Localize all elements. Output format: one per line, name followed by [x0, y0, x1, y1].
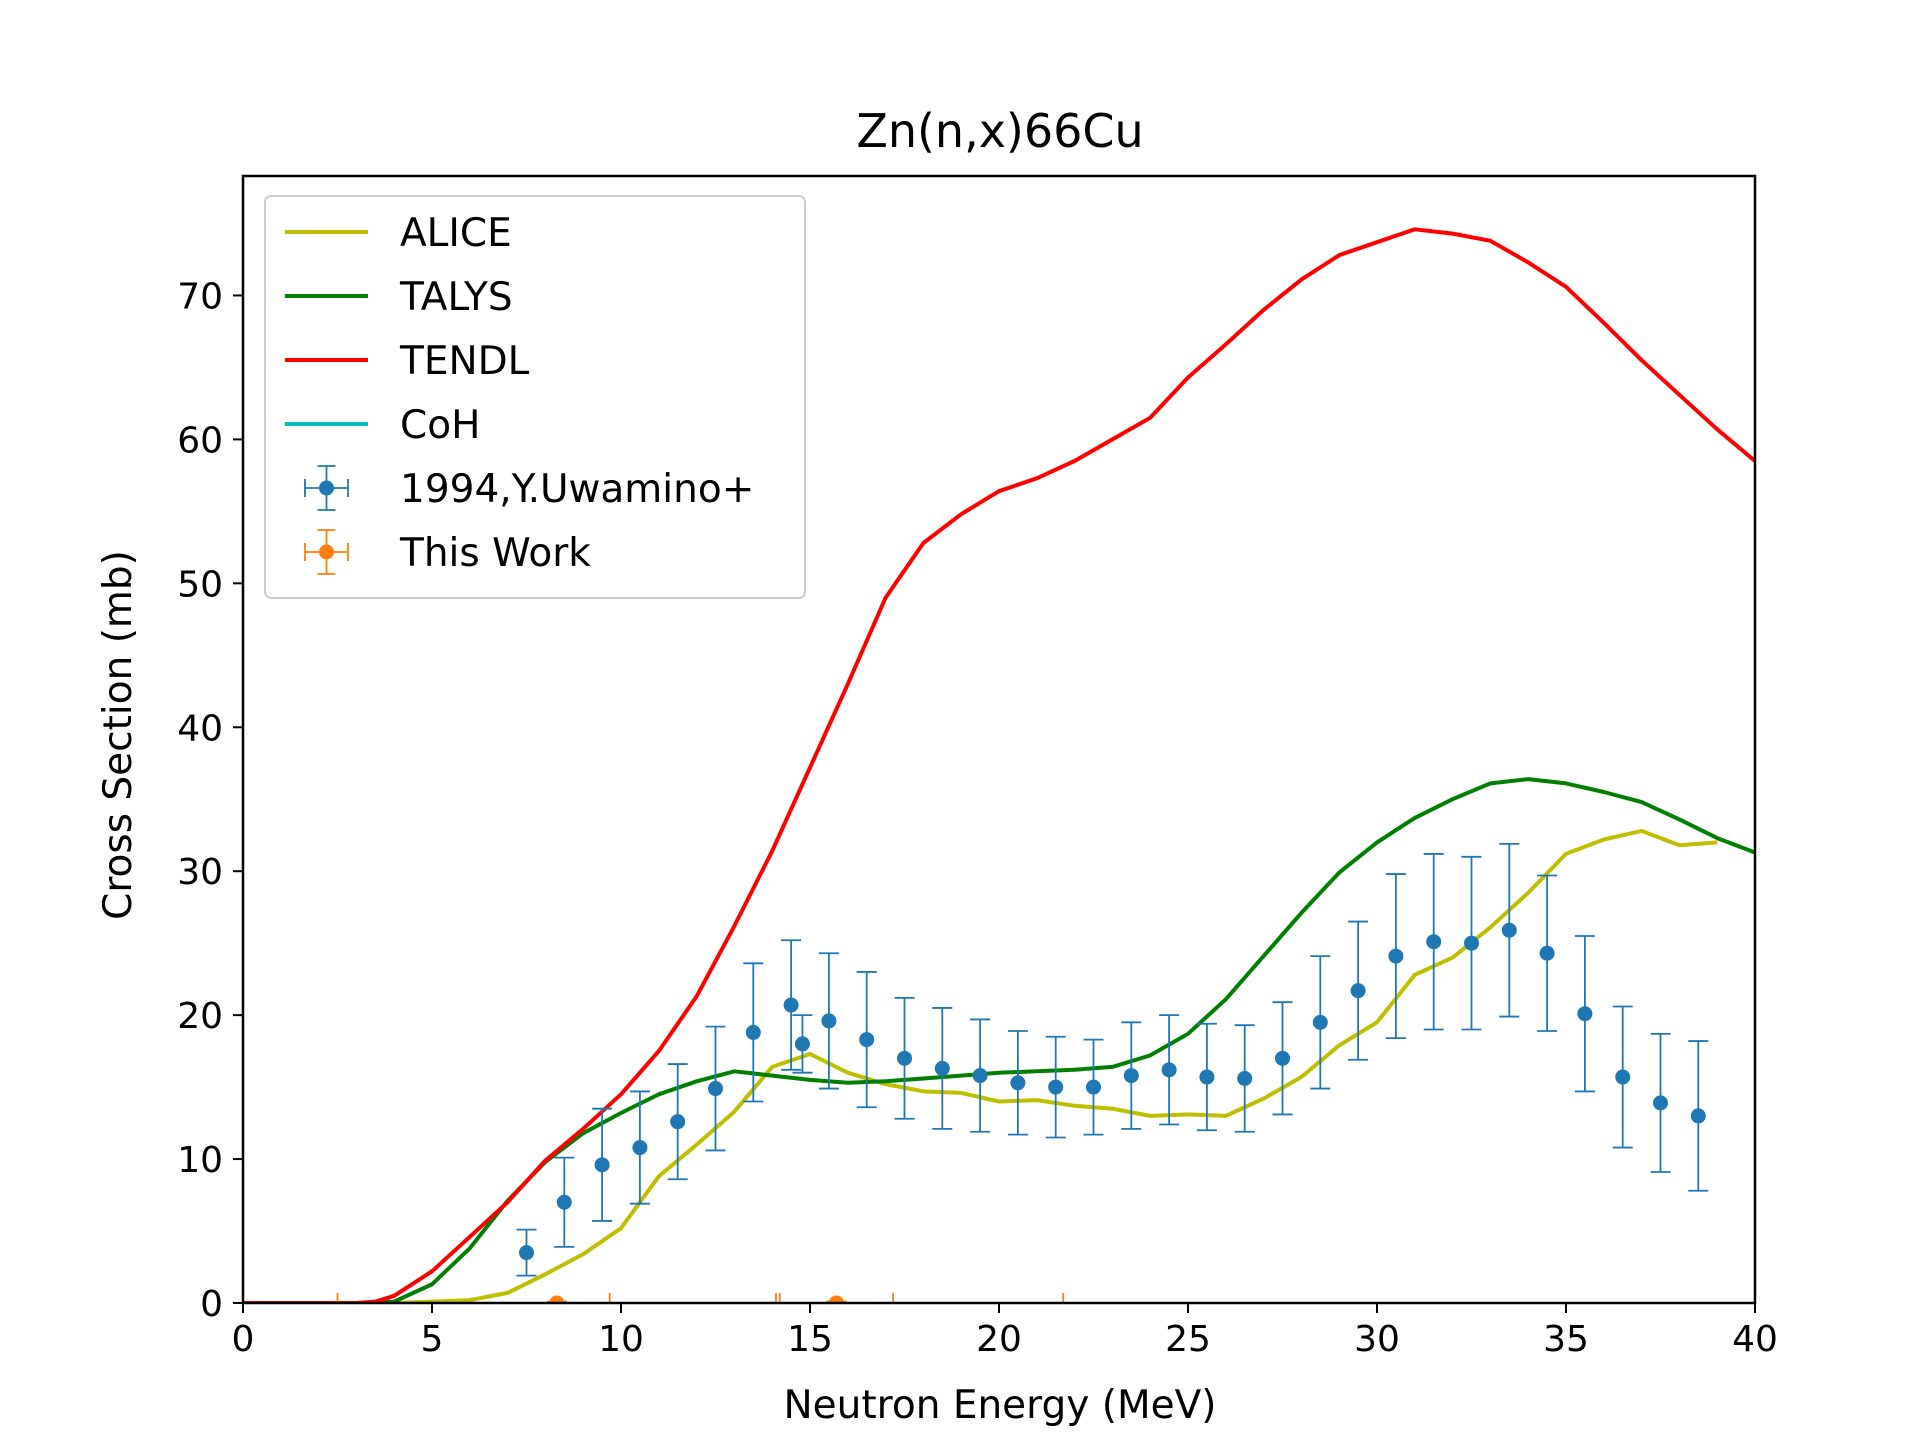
data-point	[794, 1036, 810, 1052]
x-tick-label: 35	[1543, 1319, 1589, 1360]
legend-frame	[264, 195, 806, 599]
legend-label: ALICE	[400, 211, 512, 256]
data-point	[1464, 935, 1479, 951]
legend-entry-1994-y-uwamino: 1994,Y.Uwamino+	[304, 465, 754, 512]
legend-entry-coh: CoH	[285, 403, 480, 448]
data-point	[821, 1013, 837, 1029]
series-line-tendl	[243, 227, 1755, 1303]
x-tick-label: 15	[787, 1319, 833, 1360]
data-point	[828, 1295, 844, 1303]
legend-label: 1994,Y.Uwamino+	[400, 467, 754, 512]
y-tick-label: 30	[177, 852, 223, 893]
data-point	[670, 1114, 686, 1130]
data-point	[1426, 934, 1442, 950]
data-point	[556, 1194, 572, 1210]
legend-entry-talys: TALYS	[285, 275, 513, 320]
data-point	[519, 1245, 534, 1261]
data-point	[1653, 1095, 1668, 1111]
data-point	[1312, 1014, 1328, 1030]
x-tick-label: 25	[1165, 1319, 1211, 1360]
data-point	[1577, 1006, 1593, 1022]
x-tick-label: 0	[232, 1319, 255, 1360]
plot-area	[243, 227, 1755, 1303]
legend-swatch-marker	[319, 480, 334, 496]
data-point	[859, 1032, 875, 1048]
data-point	[897, 1050, 912, 1066]
data-point	[1501, 922, 1517, 938]
data-point	[1086, 1079, 1101, 1095]
legend-label: CoH	[400, 403, 480, 448]
plot-series-group	[243, 227, 1755, 1303]
legend-label: TALYS	[399, 275, 513, 320]
y-tick-label: 10	[177, 1140, 223, 1181]
legend-label: TENDL	[399, 339, 530, 384]
data-point	[594, 1157, 610, 1173]
y-tick-label: 60	[177, 420, 223, 461]
data-point	[972, 1068, 988, 1084]
data-point	[1350, 983, 1366, 999]
data-point	[1539, 945, 1555, 961]
x-tick-label: 10	[598, 1319, 644, 1360]
y-tick-label: 0	[200, 1284, 223, 1325]
data-point	[745, 1024, 761, 1040]
y-tick-label: 50	[177, 564, 223, 605]
data-point	[1010, 1075, 1026, 1091]
data-point	[708, 1081, 723, 1097]
axes: 0 5 10 15 20 25 30 35 40 0 10 20 30 40 50 60 70	[177, 174, 1778, 1360]
data-point	[1275, 1050, 1290, 1066]
chart-title: Zn(n,x)66Cu	[856, 104, 1143, 158]
x-tick-label: 30	[1354, 1319, 1400, 1360]
data-point	[1123, 1068, 1139, 1084]
x-tick-label: 40	[1732, 1319, 1778, 1360]
legend-swatch-marker	[319, 544, 334, 560]
y-tick-label: 70	[177, 276, 223, 317]
legend-entry-alice: ALICE	[285, 211, 512, 256]
data-point	[1615, 1069, 1631, 1085]
legend-entry-this-work: This Work	[304, 529, 591, 576]
legend-entry-tendl: TENDL	[285, 339, 530, 384]
series-this-work	[336, 1293, 1065, 1303]
data-point	[783, 997, 799, 1013]
data-point	[1048, 1079, 1064, 1095]
data-point	[1237, 1070, 1253, 1086]
data-point	[1161, 1062, 1177, 1078]
legend: ALICE TALYS TENDL CoH 1994,Y.Uwamino+ This Wo…	[264, 195, 806, 599]
legend-label: This Work	[399, 531, 591, 576]
data-point	[1388, 948, 1404, 964]
x-tick-label: 20	[976, 1319, 1022, 1360]
data-point	[632, 1140, 648, 1156]
data-point	[934, 1060, 950, 1076]
x-tick-label: 5	[421, 1319, 444, 1360]
x-axis-label: Neutron Energy (MeV)	[783, 1383, 1216, 1428]
data-point	[549, 1295, 565, 1303]
data-point	[1690, 1108, 1706, 1124]
data-point	[1199, 1069, 1215, 1085]
series-1994-y-uwamino	[516, 842, 1709, 1277]
y-tick-label: 20	[177, 996, 223, 1037]
y-tick-label: 40	[177, 708, 223, 749]
y-axis-label: Cross Section (mb)	[96, 550, 141, 920]
